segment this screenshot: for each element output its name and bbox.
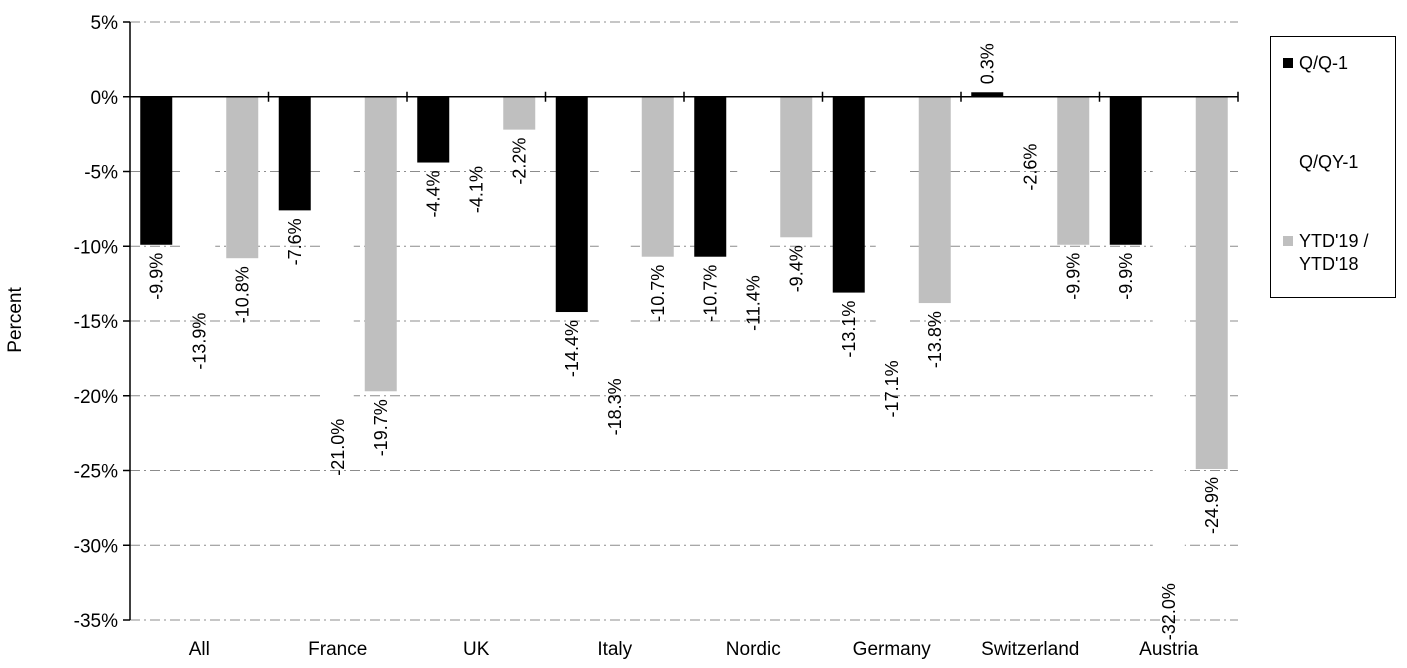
bar-italy-2	[641, 96, 674, 257]
bar-switzerland-1	[1014, 96, 1047, 136]
data-label: 0.3%	[977, 43, 997, 84]
bar-nordic-2	[780, 96, 813, 238]
x-tick-labels: All France UK Italy Nordic Germany Switzerland…	[189, 639, 1199, 660]
y-axis-label: Percent	[5, 287, 26, 353]
bar-all-0	[140, 96, 173, 245]
data-label: -4.1%	[466, 166, 486, 213]
bar-france-2	[364, 96, 397, 392]
legend-swatch	[1283, 236, 1293, 246]
y-tick-label: 5%	[91, 13, 119, 34]
axes	[123, 21, 1239, 621]
y-tick-label: -10%	[74, 237, 118, 258]
bar-france-0	[278, 96, 311, 211]
legend-swatch	[1283, 157, 1293, 167]
data-label: -11.4%	[743, 275, 763, 331]
bar-nordic-1	[737, 96, 770, 268]
y-tick-label: -15%	[74, 312, 118, 333]
bar-uk-1	[460, 96, 493, 159]
x-tick-label: Nordic	[726, 639, 781, 660]
bar-all-2	[226, 96, 259, 259]
y-tick-label: -5%	[84, 163, 118, 184]
bar-uk-0	[417, 96, 450, 163]
bar-all-1	[183, 96, 216, 305]
gridlines	[130, 21, 1238, 621]
data-label: -9.9%	[1116, 253, 1136, 300]
legend-item-q-q-1: Q/Q-1	[1283, 52, 1394, 75]
bar-uk-2	[503, 96, 536, 130]
y-tick-label: -35%	[74, 611, 118, 632]
x-tick-label: Germany	[853, 639, 932, 660]
legend: Q/Q-1 Q/QY-1 YTD'19 / YTD'18	[1270, 36, 1396, 298]
x-tick-label: UK	[463, 639, 490, 660]
bar-france-1	[321, 96, 354, 411]
bar-germany-0	[832, 96, 865, 293]
data-labels: -9.9% -13.9% -10.8% -7.6% -21.0% -19.7% -4.4% -…	[146, 43, 1222, 640]
x-tick-label: France	[308, 639, 367, 660]
bars	[140, 92, 1228, 576]
data-label: -13.1%	[839, 301, 859, 358]
legend-swatch	[1283, 58, 1293, 68]
bar-germany-2	[918, 96, 951, 304]
bar-switzerland-0	[971, 92, 1004, 97]
data-label: -9.4%	[786, 245, 806, 292]
data-label: -17.1%	[882, 360, 902, 417]
data-label: -9.9%	[146, 253, 166, 300]
data-label: -10.8%	[232, 266, 252, 323]
bar-nordic-0	[694, 96, 727, 257]
data-label: -10.7%	[700, 265, 720, 322]
bar-austria-0	[1109, 96, 1142, 245]
bar-switzerland-2	[1057, 96, 1090, 245]
bar-austria-2	[1195, 96, 1228, 470]
data-label: -2.2%	[509, 138, 529, 185]
data-label: -32.0%	[1159, 583, 1179, 640]
data-label: -14.4%	[562, 320, 582, 377]
data-label: -2.6%	[1020, 144, 1040, 191]
data-label: -10.7%	[648, 265, 668, 322]
bar-austria-1	[1152, 96, 1185, 576]
legend-item-q-qy-1: Q/QY-1	[1283, 151, 1394, 174]
legend-label: Q/Q-1	[1299, 53, 1349, 73]
bar-italy-0	[555, 96, 588, 313]
data-label: -21.0%	[328, 419, 348, 476]
x-tick-label: Italy	[597, 639, 632, 660]
y-tick-label: -25%	[74, 462, 118, 483]
data-label: -24.9%	[1202, 477, 1222, 534]
bar-italy-1	[598, 96, 631, 371]
data-label: -18.3%	[605, 378, 625, 435]
data-label: -19.7%	[371, 399, 391, 456]
x-tick-label: Austria	[1139, 639, 1199, 660]
y-tick-label: -30%	[74, 536, 118, 557]
legend-label: Q/QY-1	[1299, 152, 1359, 172]
data-label: -4.4%	[423, 171, 443, 218]
x-tick-label: All	[189, 639, 210, 660]
bar-germany-1	[875, 96, 908, 353]
y-tick-label: -20%	[74, 387, 118, 408]
y-tick-labels: -35% -30% -25% -20% -15% -10% -5% 0% 5%	[74, 13, 118, 632]
legend-item-ytd: YTD'19 / YTD'18	[1283, 230, 1394, 276]
data-label: -9.9%	[1063, 253, 1083, 300]
y-tick-label: 0%	[91, 88, 119, 109]
data-label: -7.6%	[285, 218, 305, 265]
data-label: -13.8%	[925, 311, 945, 368]
legend-label: YTD'19 / YTD'18	[1299, 231, 1369, 274]
x-tick-label: Switzerland	[981, 639, 1079, 660]
data-label: -13.9%	[189, 313, 209, 370]
